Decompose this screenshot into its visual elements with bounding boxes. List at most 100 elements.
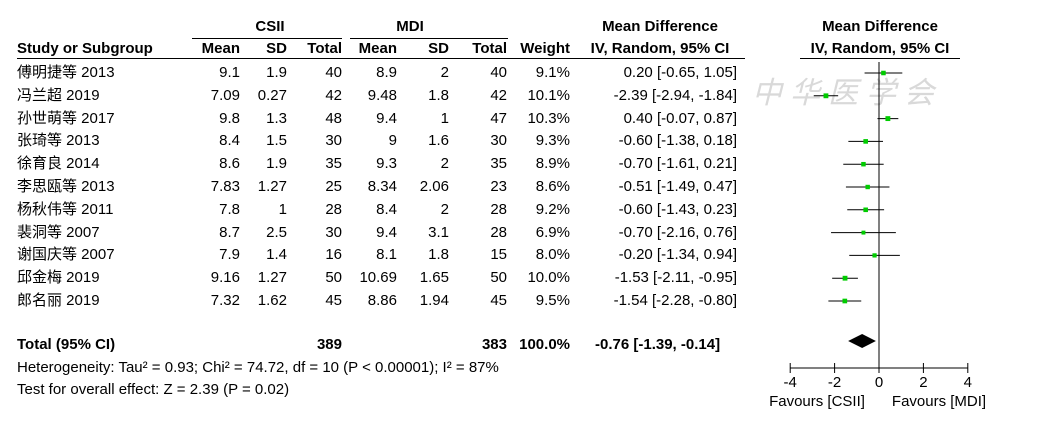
weight-value: 10.3% [527, 109, 570, 127]
total1-value: 25 [325, 178, 342, 195]
total2-value: 28 [490, 200, 507, 218]
ci-value: -0.70 [-1.61, 0.21] [618, 155, 737, 173]
plot-header-underline [800, 58, 960, 59]
study-header: Study or Subgroup [17, 40, 153, 57]
total-n1: 389 [316, 336, 342, 353]
total1-value: 28 [325, 200, 342, 218]
weight-value: 8.6% [535, 178, 570, 195]
study-marker [863, 207, 868, 213]
mean1-value: 7.83 [210, 178, 240, 195]
total1-value: 42 [325, 86, 342, 104]
mean1-value: 7.09 [210, 86, 240, 104]
heterogeneity-text: Heterogeneity: Tau² = 0.93; Chi² = 74.72… [17, 359, 499, 376]
study-name: 李思瓯等 2013 [17, 178, 115, 195]
weight-value: 10.1% [527, 86, 570, 104]
study-marker [865, 184, 870, 190]
weight-value: 9.3% [535, 132, 570, 150]
total-ci: -0.76 [-1.39, -0.14] [595, 336, 721, 353]
md-column-header: Mean Difference [602, 18, 718, 35]
total1-value: 16 [325, 246, 342, 264]
study-marker [872, 253, 877, 258]
mean2-value: 8.4 [376, 200, 397, 218]
sd2-value: 1.8 [428, 246, 449, 264]
weight-value: 9.5% [535, 292, 570, 309]
favours-left-label: Favours [CSII] [769, 393, 865, 410]
md-sub-header: IV, Random, 95% CI [590, 40, 730, 57]
total1-value: 30 [325, 223, 342, 241]
total1-header: Total [307, 40, 342, 57]
weight-value: 6.9% [535, 223, 570, 241]
total2-value: 45 [490, 292, 507, 309]
ci-value: -0.60 [-1.38, 0.18] [618, 132, 737, 150]
study-name: 徐育良 2014 [17, 155, 100, 173]
study-marker [885, 116, 891, 122]
total2-value: 15 [490, 246, 507, 264]
study-marker [842, 298, 848, 304]
total2-value: 50 [490, 269, 507, 287]
ci-value: -0.70 [-2.16, 0.76] [618, 223, 737, 241]
ci-value: -0.60 [-1.43, 0.23] [618, 200, 737, 218]
sd1-value: 1.4 [266, 246, 287, 264]
sd1-value: 2.5 [266, 223, 287, 241]
sd2-value: 2 [440, 200, 449, 218]
study-name: 冯兰超 2019 [17, 86, 100, 104]
sd1-value: 1.27 [257, 269, 287, 287]
pooled-diamond [848, 334, 876, 348]
sd2-value: 1.65 [419, 269, 449, 287]
weight-value: 10.0% [527, 269, 570, 287]
watermark-logo: 中华医学会 [752, 76, 942, 111]
mean1-value: 7.9 [219, 246, 240, 264]
mean2-value: 8.86 [367, 292, 397, 309]
mean2-value: 10.69 [359, 269, 397, 287]
total-label: Total (95% CI) [17, 336, 116, 353]
total2-value: 35 [490, 155, 507, 173]
overall-effect-text: Test for overall effect: Z = 2.39 (P = 0… [17, 381, 290, 398]
mean1-value: 9.1 [219, 64, 240, 81]
mean2-value: 9.4 [376, 109, 397, 127]
study-marker [842, 275, 848, 281]
study-name: 邱金梅 2019 [17, 269, 100, 287]
total1-value: 48 [325, 109, 342, 127]
total1-value: 30 [325, 132, 342, 150]
mean2-value: 9.48 [367, 86, 397, 104]
mean1-value: 8.6 [219, 155, 240, 173]
plot-sub-header: IV, Random, 95% CI [810, 40, 950, 57]
x-tick-label: 0 [875, 374, 883, 391]
ci-value: -0.51 [-1.49, 0.47] [618, 178, 737, 195]
total2-value: 30 [490, 132, 507, 150]
weight-value: 9.1% [535, 64, 570, 81]
total2-header: Total [472, 40, 507, 57]
mean2-value: 8.9 [376, 64, 397, 81]
mean1-header: Mean [201, 40, 240, 57]
study-name: 谢国庆等 2007 [17, 246, 115, 264]
group1-underline [192, 38, 342, 39]
sd2-value: 1.8 [428, 86, 449, 104]
total1-value: 45 [325, 292, 342, 309]
mean2-value: 8.1 [376, 246, 397, 264]
ci-value: 0.20 [-0.65, 1.05] [623, 64, 737, 81]
ci-value: -2.39 [-2.94, -1.84] [613, 86, 737, 104]
study-name: 杨秋伟等 2011 [17, 200, 114, 218]
study-marker [823, 93, 829, 99]
sd1-value: 1.62 [257, 292, 287, 309]
sd2-value: 1.6 [428, 132, 449, 150]
sd2-header: SD [428, 40, 449, 57]
x-tick-label: -2 [828, 374, 841, 391]
sd1-header: SD [266, 40, 287, 57]
study-name: 张琦等 2013 [17, 132, 100, 150]
sd2-value: 2 [440, 64, 449, 81]
study-marker [863, 139, 868, 144]
sd2-value: 3.1 [428, 223, 449, 241]
total-weight: 100.0% [519, 336, 570, 353]
mean1-value: 9.8 [219, 109, 240, 127]
total1-value: 50 [325, 269, 342, 287]
study-name: 傅明捷等 2013 [17, 64, 115, 81]
favours-right-label: Favours [MDI] [891, 393, 987, 410]
mean2-value: 8.34 [367, 178, 397, 195]
study-marker [861, 230, 866, 235]
weight-header: Weight [520, 40, 570, 57]
sd2-value: 1.94 [419, 292, 449, 309]
ci-value: -1.54 [-2.28, -0.80] [613, 292, 737, 309]
x-tick-label: -4 [784, 374, 797, 391]
